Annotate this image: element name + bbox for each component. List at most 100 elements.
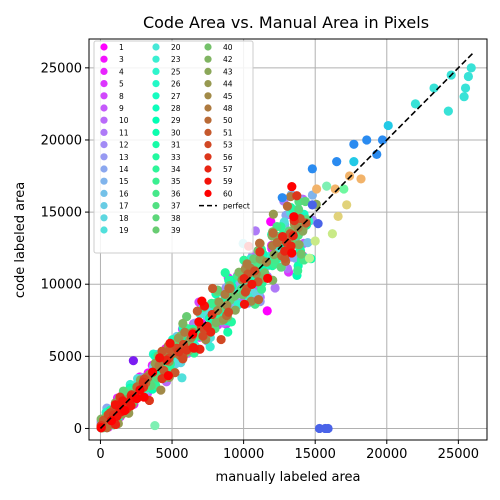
legend-label: 28 (171, 104, 181, 113)
legend-label: 45 (223, 92, 233, 101)
legend-label: 4 (119, 67, 124, 76)
legend-label: 60 (223, 189, 233, 198)
legend-label: 37 (171, 202, 181, 211)
legend-marker (204, 67, 212, 75)
data-point (106, 416, 117, 426)
data-point (304, 253, 315, 263)
data-point (277, 231, 288, 242)
data-point (313, 219, 323, 229)
legend-box (93, 40, 254, 254)
legend-perfect-label: perfect (223, 202, 250, 211)
legend-marker (100, 104, 108, 112)
legend-marker (204, 104, 212, 112)
data-point (280, 253, 290, 263)
legend-marker (204, 128, 212, 136)
data-point (266, 217, 276, 227)
data-point (256, 284, 267, 294)
data-point (192, 306, 202, 316)
legend-label: 30 (171, 128, 181, 137)
data-point (307, 200, 317, 210)
data-point (292, 191, 302, 201)
legend-label: 53 (223, 141, 233, 150)
data-point (342, 200, 352, 210)
data-point (322, 181, 332, 191)
legend-label: 17 (119, 202, 129, 211)
data-point (288, 230, 298, 241)
data-point (282, 201, 293, 211)
legend-label: 36 (171, 189, 181, 198)
legend-marker (152, 141, 160, 149)
data-point (349, 139, 359, 149)
data-point (132, 393, 142, 404)
data-point (362, 135, 372, 145)
data-point (250, 266, 260, 276)
data-point (466, 63, 476, 73)
legend-label: 57 (223, 165, 233, 174)
legend-marker (204, 92, 212, 100)
data-points (96, 63, 476, 434)
legend-marker (152, 214, 160, 222)
data-point (163, 370, 173, 381)
data-point (240, 287, 251, 297)
data-point (178, 354, 188, 364)
legend-label: 16 (119, 189, 129, 198)
legend-marker (100, 67, 108, 75)
legend-label: 29 (171, 116, 181, 125)
legend-marker (152, 55, 160, 63)
legend-label: 51 (223, 128, 233, 137)
data-point (205, 342, 215, 352)
axis-ticks: 0 5000 10000 15000 20000 25000 0 5000 10000 15000… (41, 61, 479, 462)
legend-label: 44 (223, 80, 233, 89)
legend-marker (204, 141, 212, 149)
data-point (277, 193, 287, 203)
legend-marker (100, 80, 108, 88)
legend-marker (204, 43, 212, 51)
legend-marker (152, 153, 160, 161)
legend-marker (152, 92, 160, 100)
data-point (128, 356, 138, 366)
legend-label: 10 (119, 116, 129, 125)
data-point (239, 273, 249, 284)
legend-marker (204, 189, 212, 197)
data-point (180, 327, 190, 337)
legend-marker (100, 116, 108, 124)
y-tick-label: 25000 (41, 61, 82, 76)
data-point (194, 317, 204, 327)
data-point (327, 229, 337, 239)
data-point (253, 295, 264, 305)
data-point (161, 355, 172, 365)
data-point (303, 238, 313, 248)
data-point (289, 212, 299, 222)
grid (89, 39, 487, 440)
data-point (207, 309, 217, 320)
data-point (463, 71, 473, 82)
data-point (249, 254, 259, 264)
data-point (211, 317, 221, 328)
legend-marker (152, 116, 160, 124)
data-point (239, 299, 250, 309)
data-point (300, 196, 310, 207)
legend-label: 34 (171, 165, 181, 174)
data-point (410, 99, 421, 109)
legend-label: 39 (171, 226, 181, 235)
legend-label: 12 (119, 141, 129, 150)
data-point (344, 171, 355, 181)
data-point (173, 333, 184, 343)
data-point (459, 92, 469, 102)
data-point (208, 283, 218, 294)
data-point (229, 291, 240, 301)
legend-label: 59 (223, 177, 233, 186)
x-tick-label: 5000 (155, 447, 188, 462)
data-point (287, 248, 297, 258)
data-point (242, 259, 252, 269)
data-point (120, 405, 130, 416)
legend-marker (204, 165, 212, 173)
x-tick-label: 10000 (223, 447, 264, 462)
data-point (198, 331, 208, 341)
data-point (220, 268, 230, 278)
legend-marker (100, 141, 108, 149)
data-point (126, 401, 136, 411)
legend-marker (204, 177, 212, 185)
data-point (294, 204, 304, 215)
legend-marker (152, 226, 160, 234)
